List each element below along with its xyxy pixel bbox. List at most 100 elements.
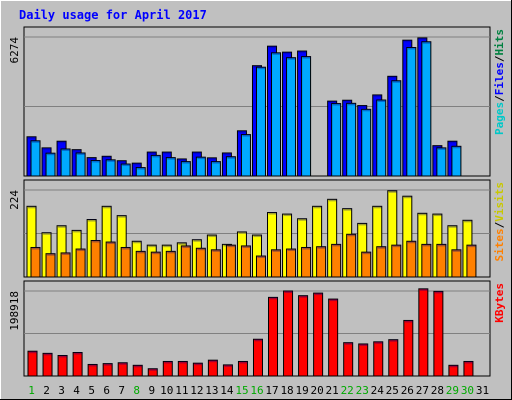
bar-sites-day-23 (361, 251, 372, 278)
bar-sites-day-26 (406, 240, 417, 278)
x-tick-label-day-22: 22 (341, 384, 354, 397)
bar-files-day-29 (451, 145, 462, 177)
bar-shadow (122, 247, 131, 250)
bar-sites-day-1 (30, 246, 41, 278)
bar-shadow (212, 249, 221, 252)
x-tick-label-day-13: 13 (205, 384, 218, 397)
bar-kbytes-day-18 (283, 290, 294, 377)
bar-files-day-27 (421, 41, 432, 177)
legend-separator: / (493, 95, 506, 102)
bar-shadow (448, 225, 457, 228)
x-tick-label-day-12: 12 (190, 384, 203, 397)
bar-shadow (89, 364, 98, 367)
bar-shadow (208, 235, 217, 238)
bar-shadow (103, 206, 112, 209)
bar-shadow (62, 252, 71, 255)
x-tick-label-day-31: 31 (476, 384, 489, 397)
legend-entry-hits: Hits (493, 29, 506, 56)
bar-shadow (419, 288, 428, 291)
bar-sites-day-29 (451, 249, 462, 278)
bar-shadow (392, 245, 401, 248)
bar-shadow (437, 244, 446, 247)
bar-files-day-25 (391, 80, 402, 177)
bar-files-day-24 (376, 99, 387, 177)
bar-shadow (178, 158, 187, 161)
chart-panels: 6274Pages/Files/Hits224Sites/Visits19891… (8, 26, 506, 377)
legend-separator: / (493, 55, 506, 62)
bar-shadow (329, 299, 338, 302)
bar-shadow (298, 218, 307, 221)
bar-sites-day-19 (301, 246, 312, 278)
bar-files-day-14 (225, 156, 236, 177)
bar-shadow (223, 152, 232, 155)
legend: Sites/Visits (493, 182, 506, 262)
bar-shadow (58, 141, 67, 144)
bar-shadow (268, 212, 277, 215)
x-tick-label-day-30: 30 (461, 384, 474, 397)
y-tick-label: 6274 (8, 37, 21, 64)
bar-shadow (133, 241, 142, 244)
bar-shadow (148, 152, 157, 155)
x-tick-label-day-29: 29 (446, 384, 459, 397)
bar-kbytes-day-5 (87, 363, 98, 377)
bar-kbytes-day-21 (328, 298, 339, 377)
bar-kbytes-day-25 (388, 339, 399, 377)
bar-shadow (377, 246, 386, 249)
bar-shadow (107, 242, 116, 245)
legend-entry-kbytes: KBytes (493, 283, 506, 323)
bar-shadow (149, 368, 158, 371)
bar-shadow (403, 196, 412, 199)
x-tick-label-day-9: 9 (148, 384, 155, 397)
bar-files-day-10 (165, 157, 176, 177)
bar-shadow (373, 206, 382, 209)
legend: KBytes (493, 283, 506, 323)
bar-shadow (388, 76, 397, 79)
bar-shadow (449, 365, 458, 368)
bar-files-day-15 (240, 134, 251, 177)
bar-kbytes-day-8 (132, 364, 143, 377)
bar-shadow (47, 153, 56, 156)
bar-shadow (437, 147, 446, 150)
x-tick-label-day-10: 10 (160, 384, 173, 397)
bar-kbytes-day-10 (162, 360, 173, 377)
bar-shadow (238, 130, 247, 133)
bar-shadow (44, 353, 53, 356)
x-tick-label-day-1: 1 (28, 384, 35, 397)
bar-kbytes-day-11 (177, 360, 188, 377)
bar-shadow (359, 343, 368, 346)
bar-shadow (43, 147, 52, 150)
bar-files-day-22 (346, 102, 357, 177)
x-tick-label-day-4: 4 (73, 384, 80, 397)
bar-files-day-21 (331, 103, 342, 177)
bar-shadow (239, 361, 248, 364)
bar-shadow (463, 220, 472, 223)
bar-shadow (74, 352, 83, 355)
x-tick-label-day-8: 8 (133, 384, 140, 397)
bar-shadow (433, 145, 442, 148)
bar-shadow (392, 80, 401, 83)
legend-entry-visits: Visits (493, 182, 506, 222)
bar-files-day-1 (30, 140, 41, 177)
bar-shadow (73, 230, 82, 233)
bar-shadow (32, 247, 40, 250)
bar-shadow (164, 361, 173, 364)
bar-shadow (238, 231, 247, 234)
bar-kbytes-day-23 (358, 343, 369, 377)
bar-shadow (313, 206, 322, 209)
legend-entry-sites: Sites (493, 228, 506, 261)
bar-shadow (272, 52, 281, 55)
bar-files-day-9 (150, 154, 161, 177)
bar-kbytes-day-7 (117, 362, 128, 377)
bar-files-day-6 (105, 159, 116, 177)
bar-shadow (343, 208, 352, 211)
bar-shadow (104, 363, 113, 366)
bar-sites-day-10 (165, 250, 176, 278)
y-tick-label: 198918 (8, 291, 21, 331)
bar-shadow (407, 241, 416, 244)
panel-visits-sites: 224 Sites/Visits (8, 179, 506, 278)
bar-shadow (242, 245, 251, 248)
bar-sites-day-27 (421, 243, 432, 278)
bar-shadow (343, 100, 352, 103)
bar-shadow (254, 339, 263, 342)
bar-shadow (403, 40, 412, 43)
